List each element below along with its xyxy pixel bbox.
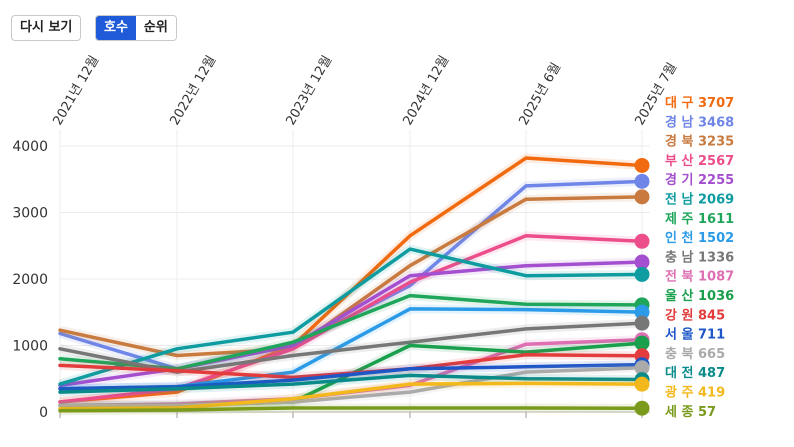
series-line — [58, 195, 644, 358]
y-tick-label: 4000 — [12, 139, 48, 155]
series-line — [58, 373, 644, 394]
series-name: 강 원 — [665, 307, 698, 323]
series-value: 57 — [698, 405, 716, 420]
series-value: 1611 — [698, 212, 734, 227]
series-value: 1336 — [698, 250, 734, 265]
series-end-marker — [634, 157, 650, 173]
series-value: 3468 — [698, 115, 734, 130]
series-value: 711 — [698, 328, 725, 343]
series-label: 강 원 845 — [665, 307, 725, 323]
mode-count-button[interactable]: 호수 — [96, 16, 136, 40]
series-end-markers — [634, 157, 650, 416]
series-name: 광 주 — [665, 386, 698, 401]
replay-button[interactable]: 다시 보기 — [11, 15, 82, 41]
series-value: 487 — [698, 366, 725, 381]
series-value: 1087 — [698, 270, 734, 285]
y-tick-label: 1000 — [12, 339, 48, 355]
series-label: 충 북 665 — [665, 346, 725, 362]
series-label: 광 주 419 — [665, 386, 725, 401]
series-name: 세 종 — [665, 405, 698, 420]
series-label: 울 산 1036 — [665, 288, 734, 304]
series-end-marker — [634, 233, 650, 249]
series-end-marker — [634, 360, 650, 376]
series-name: 전 북 — [665, 269, 698, 285]
series-end-marker — [634, 400, 650, 416]
series-value: 2255 — [698, 173, 734, 188]
series-line — [58, 406, 644, 413]
series-label: 대 구 3707 — [665, 96, 734, 111]
x-tick-label: 2021년 12월 — [50, 53, 102, 128]
series-value: 2069 — [698, 193, 734, 208]
series-end-marker — [634, 254, 650, 270]
series-label: 전 남 2069 — [665, 192, 734, 208]
series-end-marker — [634, 315, 650, 331]
series-line — [58, 366, 644, 408]
series-label: 인 천 1502 — [665, 230, 734, 246]
series-value: 3707 — [698, 96, 734, 111]
series-end-marker — [634, 304, 650, 320]
mode-rank-button[interactable]: 순위 — [135, 16, 176, 40]
series-name: 울 산 — [665, 288, 698, 304]
y-tick-label: 2000 — [12, 272, 48, 288]
series-line — [58, 381, 644, 411]
series-name: 경 기 — [665, 172, 698, 188]
series-name: 전 남 — [665, 192, 698, 208]
series-name: 경 북 — [665, 134, 698, 150]
series-name: 대 구 — [665, 96, 698, 111]
series-end-marker — [634, 189, 650, 205]
series-end-marker — [634, 173, 650, 189]
y-axis: 0 1000 2000 3000 4000 — [12, 139, 48, 421]
series-line — [58, 247, 644, 386]
series-name: 제 주 — [665, 212, 698, 227]
series-value: 1036 — [698, 289, 734, 304]
series-value: 3235 — [698, 135, 734, 150]
x-tick-label: 2025년 6월 — [516, 60, 564, 128]
series-end-marker — [634, 266, 650, 282]
series-name: 경 남 — [665, 114, 698, 130]
series-label: 경 북 3235 — [665, 134, 734, 150]
series-name: 인 천 — [665, 230, 698, 246]
series-name: 대 전 — [665, 365, 698, 381]
y-tick-label: 0 — [39, 405, 48, 421]
x-tick-label: 2023년 12월 — [283, 53, 335, 128]
series-name: 서 울 — [665, 327, 698, 343]
y-tick-label: 3000 — [12, 206, 48, 222]
series-value: 419 — [698, 386, 725, 401]
mode-toggle[interactable]: 호수 순위 — [95, 15, 177, 41]
series-label: 대 전 487 — [665, 365, 725, 381]
series-label: 세 종 57 — [665, 405, 716, 420]
series-value: 1502 — [698, 231, 734, 246]
series-name: 부 산 — [665, 153, 698, 169]
x-tick-label: 2024년 12월 — [400, 53, 452, 128]
series-label: 제 주 1611 — [665, 212, 734, 227]
series-name: 충 북 — [665, 346, 698, 362]
series-value: 845 — [698, 308, 725, 323]
series-value: 665 — [698, 347, 725, 362]
series-label: 충 남 1336 — [665, 249, 734, 265]
series-label: 경 남 3468 — [665, 114, 734, 130]
series-end-marker — [634, 335, 650, 351]
series-label: 전 북 1087 — [665, 269, 734, 285]
series-value: 2567 — [698, 154, 734, 169]
series-label: 부 산 2567 — [665, 153, 734, 169]
x-tick-label: 2022년 12월 — [167, 53, 219, 128]
series-line — [58, 362, 644, 391]
series-label: 경 기 2255 — [665, 172, 734, 188]
series-end-marker — [634, 376, 650, 392]
series-lines — [58, 153, 644, 416]
series-name: 충 남 — [665, 249, 698, 265]
series-label: 서 울 711 — [665, 327, 725, 343]
